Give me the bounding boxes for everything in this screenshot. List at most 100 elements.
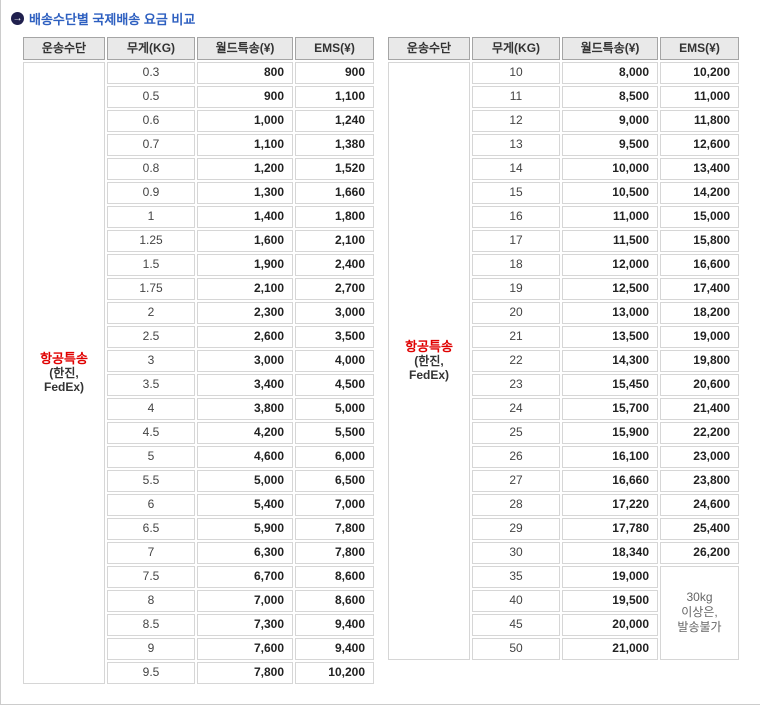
weight-cell: 23 <box>472 374 560 396</box>
ems-fare-cell: 7,000 <box>295 494 374 516</box>
weight-cell: 8 <box>107 590 195 612</box>
weight-cell: 20 <box>472 302 560 324</box>
world-express-fare-cell: 20,000 <box>562 614 658 636</box>
ems-fare-cell: 13,400 <box>660 158 739 180</box>
table-row: 17 11,500 15,800 <box>388 230 739 252</box>
table-row: 28 17,220 24,600 <box>388 494 739 516</box>
table-row: 26 16,100 23,000 <box>388 446 739 468</box>
table-row: 20 13,000 18,200 <box>388 302 739 324</box>
world-express-fare-cell: 10,000 <box>562 158 658 180</box>
table-row: 0.8 1,200 1,520 <box>23 158 374 180</box>
table-row: 19 12,500 17,400 <box>388 278 739 300</box>
weight-cell: 18 <box>472 254 560 276</box>
carrier-detail: (한진, <box>414 354 444 368</box>
ems-fare-cell: 1,100 <box>295 86 374 108</box>
weight-cell: 17 <box>472 230 560 252</box>
table-row: 13 9,500 12,600 <box>388 134 739 156</box>
column-header: 무게(KG) <box>107 37 195 60</box>
header-row: 운송수단 무게(KG) 월드특송(¥) EMS(¥) <box>23 37 374 60</box>
weight-cell: 24 <box>472 398 560 420</box>
weight-cell: 0.6 <box>107 110 195 132</box>
table-row: 4 3,800 5,000 <box>23 398 374 420</box>
ems-fare-cell: 4,500 <box>295 374 374 396</box>
world-express-fare-cell: 2,300 <box>197 302 293 324</box>
ems-fare-cell: 10,200 <box>660 62 739 84</box>
weight-cell: 1.75 <box>107 278 195 300</box>
carrier-detail: FedEx) <box>43 380 84 394</box>
ems-fare-cell: 8,600 <box>295 566 374 588</box>
weight-cell: 3 <box>107 350 195 372</box>
weight-cell: 28 <box>472 494 560 516</box>
ems-fare-cell: 5,000 <box>295 398 374 420</box>
world-express-fare-cell: 13,000 <box>562 302 658 324</box>
ems-fare-cell: 19,800 <box>660 350 739 372</box>
ems-fare-cell: 10,200 <box>295 662 374 684</box>
weight-cell: 15 <box>472 182 560 204</box>
world-express-fare-cell: 9,000 <box>562 110 658 132</box>
weight-cell: 35 <box>472 566 560 588</box>
table-row: 14 10,000 13,400 <box>388 158 739 180</box>
table-row: 16 11,000 15,000 <box>388 206 739 228</box>
table-row: 2 2,300 3,000 <box>23 302 374 324</box>
world-express-fare-cell: 10,500 <box>562 182 658 204</box>
world-express-fare-cell: 4,600 <box>197 446 293 468</box>
ems-fare-cell: 11,000 <box>660 86 739 108</box>
weight-cell: 11 <box>472 86 560 108</box>
weight-cell: 6 <box>107 494 195 516</box>
arrow-circle-icon: → <box>11 12 24 25</box>
weight-cell: 5.5 <box>107 470 195 492</box>
ems-fare-cell: 9,400 <box>295 614 374 636</box>
ems-fare-cell: 8,600 <box>295 590 374 612</box>
ems-fare-cell: 1,520 <box>295 158 374 180</box>
world-express-fare-cell: 3,000 <box>197 350 293 372</box>
ems-fare-cell: 15,800 <box>660 230 739 252</box>
column-header: 운송수단 <box>23 37 105 60</box>
ems-fare-cell: 20,600 <box>660 374 739 396</box>
world-express-fare-cell: 19,500 <box>562 590 658 612</box>
weight-cell: 0.5 <box>107 86 195 108</box>
world-express-fare-cell: 7,000 <box>197 590 293 612</box>
ems-fare-cell: 1,240 <box>295 110 374 132</box>
table-row: 5.5 5,000 6,500 <box>23 470 374 492</box>
world-express-fare-cell: 19,000 <box>562 566 658 588</box>
ems-fare-cell: 12,600 <box>660 134 739 156</box>
table-row: 21 13,500 19,000 <box>388 326 739 348</box>
weight-cell: 13 <box>472 134 560 156</box>
column-header: 무게(KG) <box>472 37 560 60</box>
weight-cell: 12 <box>472 110 560 132</box>
world-express-fare-cell: 5,400 <box>197 494 293 516</box>
ems-fare-cell: 6,500 <box>295 470 374 492</box>
ems-fare-cell: 18,200 <box>660 302 739 324</box>
weight-cell: 29 <box>472 518 560 540</box>
world-express-fare-cell: 3,800 <box>197 398 293 420</box>
carrier-cell: 항공특송 (한진, FedEx) <box>388 62 470 660</box>
ems-fare-cell: 6,000 <box>295 446 374 468</box>
table-row: 2.5 2,600 3,500 <box>23 326 374 348</box>
weight-cell: 0.3 <box>107 62 195 84</box>
weight-cell: 5 <box>107 446 195 468</box>
column-header: 월드특송(¥) <box>197 37 293 60</box>
ems-fare-cell: 7,800 <box>295 542 374 564</box>
weight-cell: 1 <box>107 206 195 228</box>
world-express-fare-cell: 18,340 <box>562 542 658 564</box>
world-express-fare-cell: 1,900 <box>197 254 293 276</box>
table-row: 항공특송 (한진, FedEx) 0.3 800 900 <box>23 62 374 684</box>
table-row: 1.25 1,600 2,100 <box>23 230 374 252</box>
world-express-fare-cell: 5,900 <box>197 518 293 540</box>
ems-fare-cell: 11,800 <box>660 110 739 132</box>
world-express-fare-cell: 5,000 <box>197 470 293 492</box>
table-row: 8 7,000 8,600 <box>23 590 374 612</box>
world-express-fare-cell: 3,400 <box>197 374 293 396</box>
world-express-fare-cell: 14,300 <box>562 350 658 372</box>
world-express-fare-cell: 17,780 <box>562 518 658 540</box>
ems-fare-cell: 5,500 <box>295 422 374 444</box>
weight-cell: 50 <box>472 638 560 660</box>
weight-cell: 10 <box>472 62 560 84</box>
ems-fare-cell: 3,000 <box>295 302 374 324</box>
table-row: 12 9,000 11,800 <box>388 110 739 132</box>
table-row: 9.5 7,800 10,200 <box>23 662 374 684</box>
ems-fare-cell: 1,800 <box>295 206 374 228</box>
weight-cell: 7 <box>107 542 195 564</box>
ems-fare-cell: 7,800 <box>295 518 374 540</box>
ems-fare-cell: 23,800 <box>660 470 739 492</box>
